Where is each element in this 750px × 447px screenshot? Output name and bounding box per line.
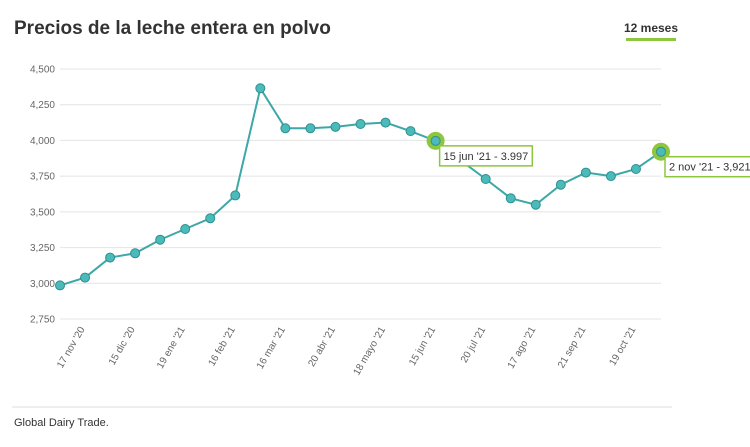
y-tick-label: 4,500 (30, 65, 55, 76)
y-tick-label: 3,000 (30, 279, 55, 290)
point (505, 193, 516, 204)
annotation-box (664, 155, 750, 178)
point (230, 190, 241, 201)
x-tick-label: 17 nov '20 (55, 325, 88, 371)
x-tick-label: 19 oct '21 (607, 325, 638, 368)
y-tick-label: 3,250 (30, 243, 55, 254)
point (105, 252, 116, 263)
tab-underline (626, 38, 676, 41)
point (630, 164, 641, 174)
x-tick-label: 20 jul '21 (459, 325, 489, 365)
point (330, 121, 341, 132)
point (430, 135, 441, 146)
point (205, 213, 216, 224)
point (605, 171, 616, 182)
x-tick-label: 15 jun '21 (407, 325, 438, 368)
annotation-text: 15 jun '21 - 3.997 (444, 151, 529, 163)
y-tick-label: 4,250 (30, 100, 55, 111)
x-tick-label: 17 ago '21 (506, 325, 539, 371)
annotation-text: 2 nov '21 - 3,921 (669, 162, 750, 174)
annotation: 2 nov '21 - 3,921 (664, 155, 750, 178)
point (405, 126, 416, 137)
period-tab[interactable]: 12 meses (624, 21, 678, 35)
annotation-box (438, 145, 534, 167)
point (80, 272, 91, 283)
x-tick-label: 16 feb '21 (207, 325, 239, 369)
point (155, 234, 166, 245)
series-line (59, 85, 662, 287)
point (555, 179, 566, 190)
point (530, 199, 541, 210)
point (305, 123, 316, 134)
x-tick-label: 18 mayo '21 (352, 325, 389, 378)
point (180, 224, 191, 234)
point (480, 174, 491, 184)
x-tick-label: 20 abr '21 (306, 325, 338, 369)
y-tick-label: 3,500 (30, 207, 55, 218)
point (380, 117, 391, 128)
x-tick-label: 15 dic '20 (107, 325, 138, 368)
point (656, 146, 666, 157)
point (255, 83, 266, 94)
point (280, 123, 291, 134)
point (55, 280, 65, 291)
point (130, 248, 141, 259)
y-tick-label: 4,000 (30, 136, 55, 147)
point (580, 167, 591, 178)
annotation: 15 jun '21 - 3.997 (438, 145, 534, 167)
x-tick-label: 21 sep '21 (556, 325, 589, 371)
y-tick-label: 3,750 (30, 172, 55, 183)
y-tick-label: 2,750 (30, 315, 55, 326)
x-tick-label: 19 ene '21 (155, 325, 188, 371)
chart-title: Precios de la leche entera en polvo (14, 18, 331, 39)
source: Global Dairy Trade. (14, 417, 109, 429)
point (355, 119, 366, 129)
x-tick-label: 16 mar '21 (255, 325, 288, 372)
